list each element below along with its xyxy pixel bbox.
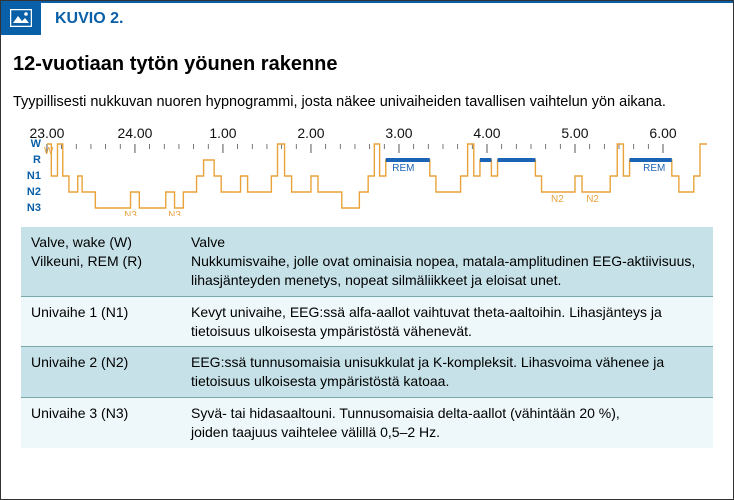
inline-label: REM <box>643 163 665 174</box>
stage-name-cell: Univaihe 3 (N3) <box>21 398 181 448</box>
stage-name-cell: Univaihe 2 (N2) <box>21 347 181 398</box>
image-icon <box>1 1 41 35</box>
table-row: Valve, wake (W)Vilkeuni, REM (R) ValveNu… <box>21 227 713 296</box>
page-title: 12-vuotiaan tytön yöunen rakenne <box>1 35 733 84</box>
y-stage-label: N2 <box>27 186 41 198</box>
table-row: Univaihe 2 (N2) EEG:ssä tunnusomaisia un… <box>21 347 713 398</box>
hypnogram-line <box>47 144 707 208</box>
stages-table: Valve, wake (W)Vilkeuni, REM (R) ValveNu… <box>21 227 713 448</box>
stage-desc-cell: Kevyt univaihe, EEG:ssä alfa-aallot vaih… <box>181 296 713 347</box>
inline-label: REM <box>392 163 414 174</box>
inline-label: N3 <box>124 210 137 216</box>
hypnogram-chart: 23.0024.001.002.003.004.005.006.00WRN1N2… <box>1 120 733 227</box>
header-rule <box>137 1 733 35</box>
table-row: Univaihe 1 (N1) Kevyt univaihe, EEG:ssä … <box>21 296 713 347</box>
inline-label: N3 <box>168 210 181 216</box>
stage-name-cell: Univaihe 1 (N1) <box>21 296 181 347</box>
y-stage-label: W <box>31 138 42 150</box>
table-row: Univaihe 3 (N3) Syvä- tai hidasaaltouni.… <box>21 398 713 448</box>
x-tick-label: 4.00 <box>473 125 500 141</box>
page-subtitle: Tyypillisesti nukkuvan nuoren hypnogramm… <box>1 84 733 120</box>
y-stage-label: N3 <box>27 202 41 214</box>
inline-label: W <box>44 146 54 157</box>
inline-label: N2 <box>586 194 599 205</box>
x-tick-label: 24.00 <box>117 125 152 141</box>
x-tick-label: 2.00 <box>297 125 324 141</box>
y-stage-label: N1 <box>27 170 41 182</box>
figure-header: KUVIO 2. <box>1 1 733 35</box>
stage-desc-cell: ValveNukkumisvaihe, jolle ovat ominaisia… <box>181 227 713 296</box>
figure-label: KUVIO 2. <box>41 1 137 35</box>
x-tick-label: 6.00 <box>649 125 676 141</box>
x-tick-label: 1.00 <box>209 125 236 141</box>
y-stage-label: R <box>33 154 41 166</box>
x-tick-label: 5.00 <box>561 125 588 141</box>
stage-desc-cell: EEG:ssä tunnusomaisia unisukkulat ja K-k… <box>181 347 713 398</box>
stage-name-cell: Valve, wake (W)Vilkeuni, REM (R) <box>21 227 181 296</box>
stage-desc-cell: Syvä- tai hidasaaltouni. Tunnusomaisia d… <box>181 398 713 448</box>
x-tick-label: 3.00 <box>385 125 412 141</box>
inline-label: N2 <box>551 194 564 205</box>
